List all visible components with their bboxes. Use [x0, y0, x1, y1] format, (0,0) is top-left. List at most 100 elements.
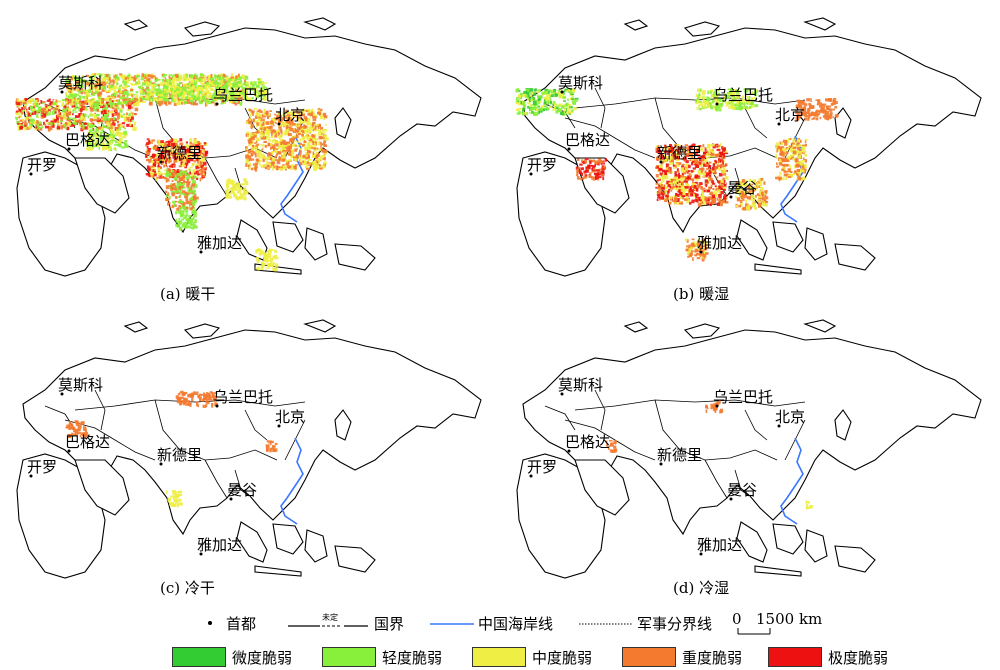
vulnerability-cell: [263, 125, 268, 129]
vulnerability-cell: [255, 138, 258, 141]
vulnerability-cell: [266, 126, 270, 129]
vulnerability-cell: [165, 149, 169, 154]
vulnerability-cell: [170, 187, 174, 191]
vulnerability-cell: [703, 164, 706, 167]
vulnerability-cell: [183, 91, 187, 95]
vulnerability-cell: [655, 148, 658, 151]
vulnerability-cell: [732, 107, 736, 110]
vulnerability-cell: [533, 102, 537, 105]
vulnerability-cell: [308, 162, 311, 164]
vulnerability-cell: [722, 186, 727, 189]
vulnerability-cell: [696, 186, 700, 189]
vulnerability-cell: [133, 77, 137, 80]
vulnerability-cell: [198, 155, 202, 159]
vulnerability-cell: [157, 167, 161, 171]
vulnerability-cell: [300, 127, 303, 131]
vulnerability-cell: [193, 171, 197, 175]
vulnerability-cell: [657, 145, 660, 148]
vulnerability-cell: [150, 96, 153, 99]
vulnerability-cell: [547, 100, 549, 105]
vulnerability-cell: [255, 95, 260, 99]
vulnerability-cell: [54, 111, 57, 114]
vulnerability-cell: [795, 110, 798, 114]
vulnerability-cell: [718, 144, 721, 147]
vulnerability-cell: [75, 120, 78, 123]
vulnerability-cell: [694, 181, 698, 184]
vulnerability-cell: [248, 150, 252, 154]
vulnerability-cell: [96, 77, 100, 82]
vulnerability-cell: [252, 84, 255, 87]
vulnerability-cell: [109, 121, 112, 124]
vulnerability-cell: [825, 98, 829, 102]
vulnerability-cell: [657, 191, 659, 193]
vulnerability-cell: [303, 160, 308, 164]
vulnerability-cell: [307, 142, 311, 146]
vulnerability-cell: [285, 162, 290, 166]
vulnerability-cell: [265, 135, 269, 139]
vulnerability-cell: [107, 77, 111, 81]
vulnerability-cell: [668, 182, 672, 184]
vulnerability-cell: [669, 162, 674, 165]
vulnerability-cell: [538, 109, 543, 113]
vulnerability-cell: [94, 83, 98, 86]
vulnerability-cell: [156, 91, 160, 94]
vulnerability-cell: [128, 113, 131, 116]
vulnerability-cell: [62, 112, 66, 115]
vulnerability-cell: [687, 176, 691, 180]
vulnerability-cell: [168, 160, 172, 163]
vulnerability-cell: [679, 195, 683, 199]
vulnerability-cell: [195, 86, 199, 91]
vulnerability-cell: [231, 73, 234, 77]
vulnerability-cell: [532, 96, 535, 101]
vulnerability-cell: [70, 77, 74, 81]
vulnerability-cell: [716, 89, 720, 92]
vulnerability-cell: [718, 199, 721, 203]
vulnerability-cell: [670, 196, 673, 200]
vulnerability-cell: [76, 94, 80, 96]
vulnerability-cell: [24, 120, 27, 124]
vulnerability-cell: [312, 115, 315, 119]
vulnerability-cell: [272, 138, 276, 142]
vulnerability-cell: [697, 88, 701, 93]
vulnerability-cell: [245, 95, 249, 99]
vulnerability-cell: [658, 150, 662, 153]
vulnerability-cell: [269, 126, 273, 129]
vulnerability-cell: [700, 149, 703, 152]
vulnerability-cell: [210, 73, 213, 78]
vulnerability-cell: [242, 188, 246, 192]
vulnerability-cell: [200, 93, 204, 97]
vulnerability-cell: [176, 88, 180, 92]
panel-caption-a: (a) 暖干: [160, 285, 216, 303]
vulnerability-cell: [721, 147, 726, 150]
vulnerability-cell: [270, 263, 274, 268]
vulnerability-cell: [262, 85, 265, 90]
vulnerability-cell: [262, 89, 265, 94]
vulnerability-cell: [254, 146, 258, 150]
vulnerability-cell: [219, 80, 224, 83]
vulnerability-cell: [796, 113, 800, 117]
vulnerability-cell: [208, 74, 211, 79]
vulnerability-cell: [660, 188, 663, 192]
vulnerability-cell: [245, 149, 248, 152]
vulnerability-cell: [252, 81, 255, 84]
vulnerability-cell: [111, 94, 114, 97]
vulnerability-cell: [40, 112, 43, 116]
vulnerability-cell: [78, 113, 82, 116]
vulnerability-cell: [70, 85, 72, 88]
vulnerability-cell: [252, 150, 254, 154]
vulnerability-cell: [98, 88, 101, 91]
vulnerability-cell: [269, 146, 272, 150]
vulnerability-cell: [716, 153, 719, 158]
vulnerability-cell: [141, 97, 145, 100]
vulnerability-cell: [194, 220, 197, 224]
vulnerability-cell: [245, 146, 248, 150]
vulnerability-cell: [284, 129, 289, 134]
vulnerability-cell: [89, 142, 93, 147]
vulnerability-cell: [280, 141, 283, 145]
vulnerability-cell: [705, 172, 710, 176]
vulnerability-cell: [257, 266, 260, 271]
vulnerability-cell: [112, 85, 117, 90]
vulnerability-cell: [29, 101, 32, 104]
vulnerability-cell: [65, 77, 69, 81]
